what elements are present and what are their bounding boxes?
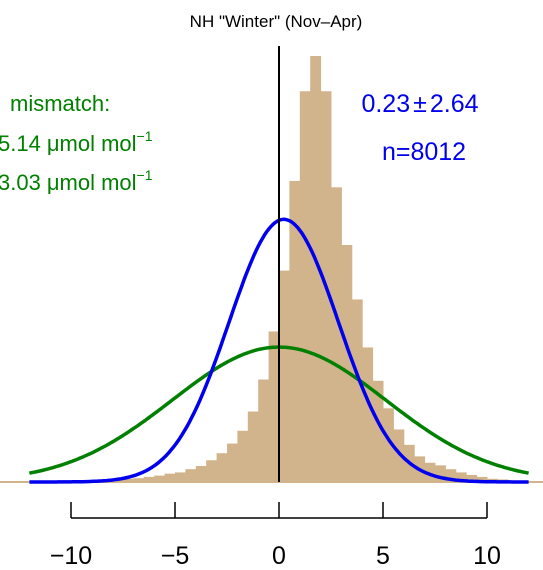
histogram-bar (383, 408, 394, 482)
histogram-bar (143, 476, 155, 482)
histogram-bar (247, 411, 259, 482)
mismatch-line-2: 3.03 μmol mol−1 (0, 167, 153, 195)
histogram-bar (185, 469, 197, 482)
x-tick-label: 5 (376, 542, 390, 570)
histogram-bar (476, 476, 488, 482)
mismatch-value-1: 5.14 (0, 131, 41, 156)
histogram-bar (289, 180, 301, 482)
mismatch-unit-text-1: mol mol (60, 131, 137, 156)
histogram-bar (299, 91, 311, 482)
x-axis: −10 −5 0 5 10 (50, 502, 501, 570)
histogram-bar (466, 474, 478, 482)
histogram-bar (175, 472, 186, 482)
histogram-bar (310, 56, 322, 482)
histogram-bar (216, 453, 228, 482)
x-tick-label: 0 (272, 542, 286, 570)
histogram-bars (60, 56, 540, 482)
histogram-bar (227, 443, 238, 482)
stats-annotation: 0.23 ±2.64 n=8012 (361, 90, 478, 166)
histogram-bar (445, 469, 457, 482)
mismatch-value-2: 3.03 (0, 170, 41, 195)
histogram-bar (195, 465, 207, 482)
histogram-bar (341, 244, 353, 482)
histogram-bar (424, 462, 436, 482)
mismatch-title: mismatch: (10, 91, 110, 116)
stats-pm-symbol: ± (413, 90, 427, 118)
x-tick-label: −10 (50, 542, 92, 570)
histogram-bar (351, 299, 363, 482)
stats-count: n=8012 (382, 138, 466, 166)
mismatch-unit-text-2: mol mol (60, 170, 137, 195)
x-tick-label: 10 (473, 542, 501, 570)
histogram-bar (206, 460, 218, 482)
histogram-bar (372, 380, 384, 482)
mismatch-annotation: mismatch: 5.14 μmol mol−1 3.03 μmol mol−1 (0, 91, 153, 195)
mismatch-unit-mu-2: μ (47, 170, 60, 195)
histogram-bar (455, 472, 467, 482)
histogram-bar (279, 270, 290, 482)
histogram-bar (258, 379, 270, 482)
histogram-bar (435, 465, 446, 482)
histogram-bar (164, 473, 176, 482)
histogram-bar (393, 429, 405, 482)
mismatch-unit-sup-1: −1 (137, 128, 153, 144)
stats-mean-value: 0.23 (361, 90, 410, 118)
histogram-bar (268, 331, 280, 482)
histogram-bar (362, 347, 374, 482)
histogram-bar (123, 478, 134, 482)
stats-line-1: 0.23 ±2.64 (361, 90, 478, 118)
mismatch-unit-mu-1: μ (47, 131, 60, 156)
histogram-bar (331, 187, 342, 482)
mismatch-unit-sup-2: −1 (137, 167, 153, 183)
mismatch-line-1: 5.14 μmol mol−1 (0, 128, 153, 156)
x-tick-label: −5 (161, 542, 190, 570)
chart-title: NH "Winter" (Nov–Apr) (190, 12, 363, 31)
stats-sd-value: 2.64 (430, 90, 479, 118)
histogram-bar (154, 475, 166, 482)
histogram-bar (133, 478, 145, 482)
histogram-bar (237, 430, 249, 482)
